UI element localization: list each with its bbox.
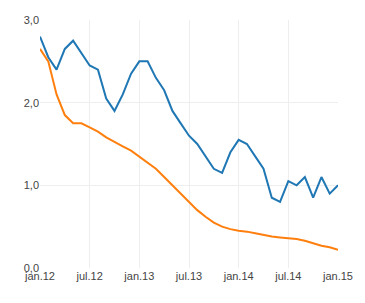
svg-text:1,0: 1,0 [24, 179, 39, 191]
svg-text:jan.12: jan.12 [24, 270, 55, 282]
svg-text:jul.12: jul.12 [76, 270, 103, 282]
svg-text:jan.15: jan.15 [322, 270, 353, 282]
svg-text:jul.13: jul.13 [175, 270, 202, 282]
svg-text:3,0: 3,0 [24, 14, 39, 26]
svg-text:jul.14: jul.14 [274, 270, 301, 282]
svg-text:jan.13: jan.13 [123, 270, 154, 282]
svg-text:0,0: 0,0 [24, 262, 39, 274]
svg-text:2,0: 2,0 [24, 97, 39, 109]
svg-text:jan.14: jan.14 [223, 270, 254, 282]
